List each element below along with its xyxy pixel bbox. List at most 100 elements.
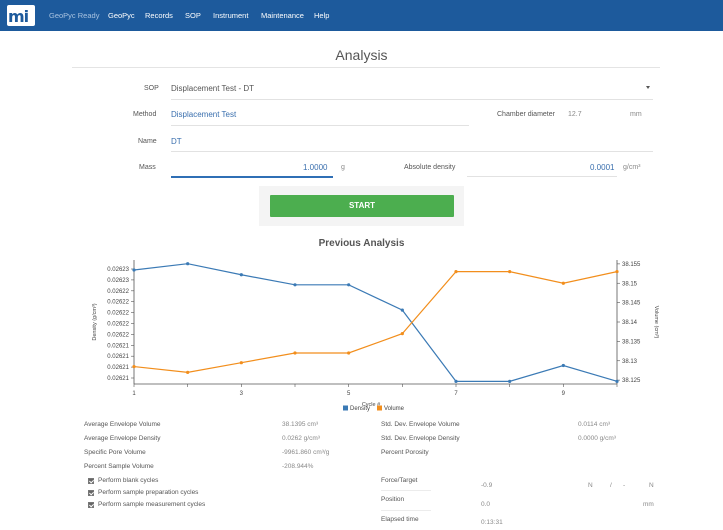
chevron-down-icon[interactable] — [646, 86, 650, 89]
data-point-density — [508, 379, 512, 383]
position-divider — [381, 510, 431, 511]
right-tick-label: 38.135 — [622, 339, 641, 345]
nav-records[interactable]: Records — [145, 11, 173, 20]
x-tick-label: 7 — [454, 391, 458, 397]
force-target-unit: N — [649, 482, 654, 489]
right-tick-label: 38.15 — [622, 281, 638, 287]
data-point-density — [186, 262, 190, 266]
nav-sop[interactable]: SOP — [185, 11, 201, 20]
title-divider — [72, 67, 660, 68]
right-tick-label: 38.125 — [622, 378, 641, 384]
left-tick-label: 0.02621 — [107, 343, 129, 349]
data-point-density — [293, 283, 297, 287]
legend-swatch-density — [343, 405, 348, 411]
name-field[interactable]: DT — [171, 137, 182, 146]
right-tick-label: 38.13 — [622, 359, 638, 365]
series-line-volume — [133, 271, 618, 373]
nav-maintenance[interactable]: Maintenance — [261, 11, 304, 20]
right-tick-label: 38.14 — [622, 320, 638, 326]
instrument-status: GeoPyc Ready — [49, 11, 100, 20]
chamber-diameter-unit: mm — [630, 111, 642, 118]
avg-envelope-density-value: 0.0262 g/cm³ — [282, 435, 320, 442]
mass-field[interactable]: 1.0000 — [303, 163, 328, 172]
absolute-density-underline — [467, 176, 617, 177]
legend-label-density: Density — [350, 406, 370, 412]
sop-label: SOP — [144, 85, 159, 92]
start-button[interactable]: START — [270, 195, 454, 217]
data-point-density — [454, 379, 458, 383]
nav-instrument[interactable]: Instrument — [213, 11, 249, 20]
sample-measurement-cycles-label: Perform sample measurement cycles — [98, 501, 206, 508]
position-label: Position — [381, 496, 405, 503]
blank-cycles-label: Perform blank cycles — [98, 477, 159, 484]
left-tick-label: 0.02621 — [107, 365, 129, 371]
chamber-diameter-value[interactable]: 12.7 — [568, 111, 582, 118]
avg-envelope-volume-value: 38.1395 cm³ — [282, 421, 319, 428]
name-label: Name — [138, 138, 157, 145]
right-y-axis-title: Volume (cm³) — [653, 306, 659, 339]
chart-title: Previous Analysis — [318, 238, 405, 249]
series-line-density — [133, 263, 618, 382]
force-divider — [381, 490, 431, 491]
position-unit: mm — [643, 501, 654, 508]
x-tick-label: 1 — [132, 391, 136, 397]
avg-envelope-volume-label: Average Envelope Volume — [84, 421, 161, 428]
micromeritics-logo-icon[interactable]: mi — [7, 5, 35, 26]
data-point-volume — [132, 364, 136, 369]
page-title: Analysis — [335, 47, 388, 63]
data-point-volume — [561, 281, 565, 285]
mass-underline — [171, 176, 333, 178]
data-point-density — [615, 379, 619, 383]
right-tick-label: 38.155 — [622, 262, 641, 268]
previous-analysis-chart: 0.02623 0.02623 0.02622 0.02622 0.02622 0.026… — [92, 260, 659, 412]
sample-prep-cycles-label: Perform sample preparation cycles — [98, 489, 199, 496]
left-tick-label: 0.02623 — [107, 278, 129, 284]
left-tick-label: 0.02621 — [107, 354, 129, 360]
left-tick-label: 0.02622 — [107, 332, 129, 338]
absolute-density-unit: g/cm³ — [623, 164, 641, 171]
std-dev-envelope-density-label: Std. Dev. Envelope Density — [381, 435, 460, 442]
std-dev-envelope-volume-value: 0.0114 cm³ — [578, 421, 611, 428]
data-point-density — [561, 363, 565, 368]
elapsed-time-label: Elapsed time — [381, 516, 419, 523]
data-point-volume — [400, 332, 404, 336]
mass-label: Mass — [139, 164, 156, 171]
sample-measurement-cycles-checkbox[interactable] — [88, 502, 94, 508]
left-tick-label: 0.02622 — [107, 322, 129, 328]
left-tick-label: 0.02622 — [107, 289, 129, 295]
force-unit: N — [588, 482, 593, 489]
method-field[interactable]: Displacement Test — [171, 110, 237, 119]
x-tick-label: 3 — [240, 391, 244, 397]
method-label: Method — [133, 111, 157, 118]
mass-unit: g — [341, 164, 345, 171]
data-point-density — [132, 268, 136, 272]
x-tick-label: 5 — [347, 391, 351, 397]
data-point-density — [239, 273, 243, 277]
specific-pore-volume-label: Specific Pore Volume — [84, 449, 146, 456]
percent-porosity-label: Percent Porosity — [381, 449, 429, 456]
specific-pore-volume-value: -9961.860 cm³/g — [282, 449, 330, 456]
position-value: 0.0 — [481, 501, 491, 508]
std-dev-envelope-volume-label: Std. Dev. Envelope Volume — [381, 421, 460, 428]
sop-underline — [171, 99, 653, 100]
force-target-label: Force/Target — [381, 477, 418, 484]
data-point-volume — [508, 270, 512, 274]
absolute-density-label: Absolute density — [404, 164, 456, 171]
data-point-volume — [454, 270, 458, 274]
nav-help[interactable]: Help — [314, 11, 330, 20]
chamber-diameter-label: Chamber diameter — [497, 111, 555, 118]
left-y-axis-title: Density (g/cm³) — [92, 303, 98, 340]
blank-cycles-checkbox[interactable] — [88, 478, 94, 484]
data-point-volume — [186, 370, 190, 374]
percent-sample-volume-value: -208.944% — [282, 463, 314, 470]
data-point-density — [347, 283, 351, 287]
data-point-volume — [239, 361, 243, 365]
nav-geopyc[interactable]: GeoPyc — [108, 11, 135, 20]
force-separator: / — [610, 482, 612, 489]
name-underline — [171, 151, 653, 152]
absolute-density-field[interactable]: 0.0001 — [590, 163, 615, 172]
data-point-volume — [615, 270, 619, 274]
sop-select[interactable]: Displacement Test - DT — [171, 84, 254, 93]
sample-prep-cycles-checkbox[interactable] — [88, 490, 94, 496]
method-underline — [171, 125, 469, 126]
